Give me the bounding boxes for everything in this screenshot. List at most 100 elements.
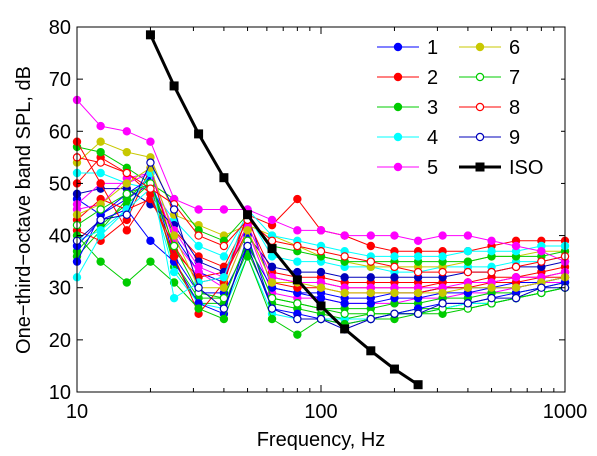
x-tick-label: 10	[66, 401, 88, 423]
series-7-point	[169, 241, 179, 251]
series-5-point	[463, 231, 473, 240]
series-5-point	[366, 231, 376, 240]
series-3-point	[293, 330, 302, 339]
series-5-point	[438, 231, 447, 240]
y-tick-label: 60	[49, 121, 71, 143]
y-axis-label: One−third−octave band SPL, dB	[13, 66, 35, 354]
legend-label: 2	[427, 67, 438, 89]
axes-group	[76, 26, 566, 393]
series-9-point	[537, 283, 546, 292]
y-tick-label: 40	[49, 226, 71, 248]
y-tick-label: 20	[49, 330, 71, 352]
series-8-point	[537, 257, 546, 266]
series-3-point	[146, 257, 155, 266]
series-1-point	[146, 236, 155, 245]
legend-label: ISO	[509, 157, 543, 179]
series-6-point	[463, 283, 473, 292]
series-8-point	[293, 241, 302, 251]
legend-marker	[393, 102, 403, 112]
series-5-point	[390, 231, 399, 240]
series-8-point	[340, 252, 349, 261]
series-5-point	[96, 121, 105, 131]
legend-label: 4	[427, 127, 438, 149]
series-9-point	[390, 309, 399, 318]
series-9-point	[169, 205, 179, 214]
legend-item-7: 7	[459, 67, 520, 89]
legend-label: 6	[509, 37, 520, 59]
series-4-point	[413, 252, 423, 261]
series-5-point	[122, 127, 132, 136]
background-series-point	[219, 252, 229, 261]
background-series-point	[366, 299, 376, 308]
series-3-point	[219, 314, 229, 324]
series-8-point	[316, 247, 326, 256]
legend-marker	[475, 42, 485, 52]
series-6-point	[487, 283, 496, 292]
legend-item-iso: ISO	[459, 157, 543, 179]
background-series-point	[390, 273, 399, 282]
background-series-point	[293, 257, 302, 266]
series-8-point	[511, 262, 521, 272]
series-7-point	[96, 205, 105, 214]
legend-marker	[475, 72, 485, 82]
x-axis-label: Frequency, Hz	[257, 429, 386, 451]
legend-label: 7	[509, 67, 520, 89]
tick-labels-group: 10 20 30 40 50 60 70 80 10 100 1000	[49, 17, 588, 423]
series-8-point	[390, 262, 399, 272]
y-tick-label: 30	[49, 278, 71, 300]
series-5-point	[511, 241, 521, 251]
series-7-point	[122, 189, 132, 199]
x-tick-label: 100	[304, 401, 337, 423]
background-series-point	[194, 262, 203, 272]
series-2-point	[169, 252, 179, 261]
series-iso-point	[366, 346, 376, 356]
legend-marker	[475, 102, 485, 112]
series-3-point	[194, 304, 203, 313]
series-4-point	[390, 252, 399, 261]
background-series-point	[194, 241, 203, 251]
series-9-point	[511, 293, 521, 303]
series-7-point	[293, 299, 302, 308]
series-5-point	[267, 215, 277, 225]
series-2-point	[96, 179, 105, 188]
legend-label: 5	[427, 157, 438, 179]
series-3-point	[169, 278, 179, 287]
series-9-point	[96, 215, 105, 225]
series-iso-point	[243, 210, 253, 220]
legend-label: 1	[427, 37, 438, 59]
series-8-point	[463, 267, 473, 277]
legend-item-2: 2	[377, 67, 438, 89]
legend-item-3: 3	[377, 97, 438, 119]
background-series-point	[511, 273, 521, 282]
series-8-point	[438, 267, 447, 277]
legend: 1 2 3 4 5 6 7 8 9 ISO	[365, 34, 561, 197]
background-series-point	[267, 262, 277, 272]
series-8-point	[96, 158, 105, 167]
legend-label: 3	[427, 97, 438, 119]
legend-item-8: 8	[459, 97, 520, 119]
series-8-point	[413, 267, 423, 277]
series-8-point	[366, 257, 376, 266]
series-iso-point	[145, 30, 155, 40]
series-5-point	[316, 226, 326, 235]
series-6-point	[511, 283, 521, 292]
y-tick-label: 80	[49, 17, 71, 39]
legend-item-5: 5	[377, 157, 438, 179]
series-4-point	[463, 247, 473, 256]
series-4-point	[438, 252, 447, 261]
series-5-point	[340, 231, 349, 240]
background-series-point	[96, 137, 105, 146]
series-6-point	[438, 288, 447, 298]
series-8-point	[194, 231, 203, 240]
series-5-point	[487, 236, 496, 245]
series-4-point	[487, 247, 496, 256]
y-tick-label: 10	[49, 382, 71, 404]
series-9-point	[146, 158, 155, 167]
series-5-point	[293, 226, 302, 235]
background-series-point	[316, 267, 326, 277]
series-5-point	[413, 236, 423, 245]
y-tick-label: 50	[49, 173, 71, 195]
series-5-point	[219, 205, 229, 214]
series-4-point	[169, 293, 179, 303]
series-2-point	[293, 194, 302, 204]
